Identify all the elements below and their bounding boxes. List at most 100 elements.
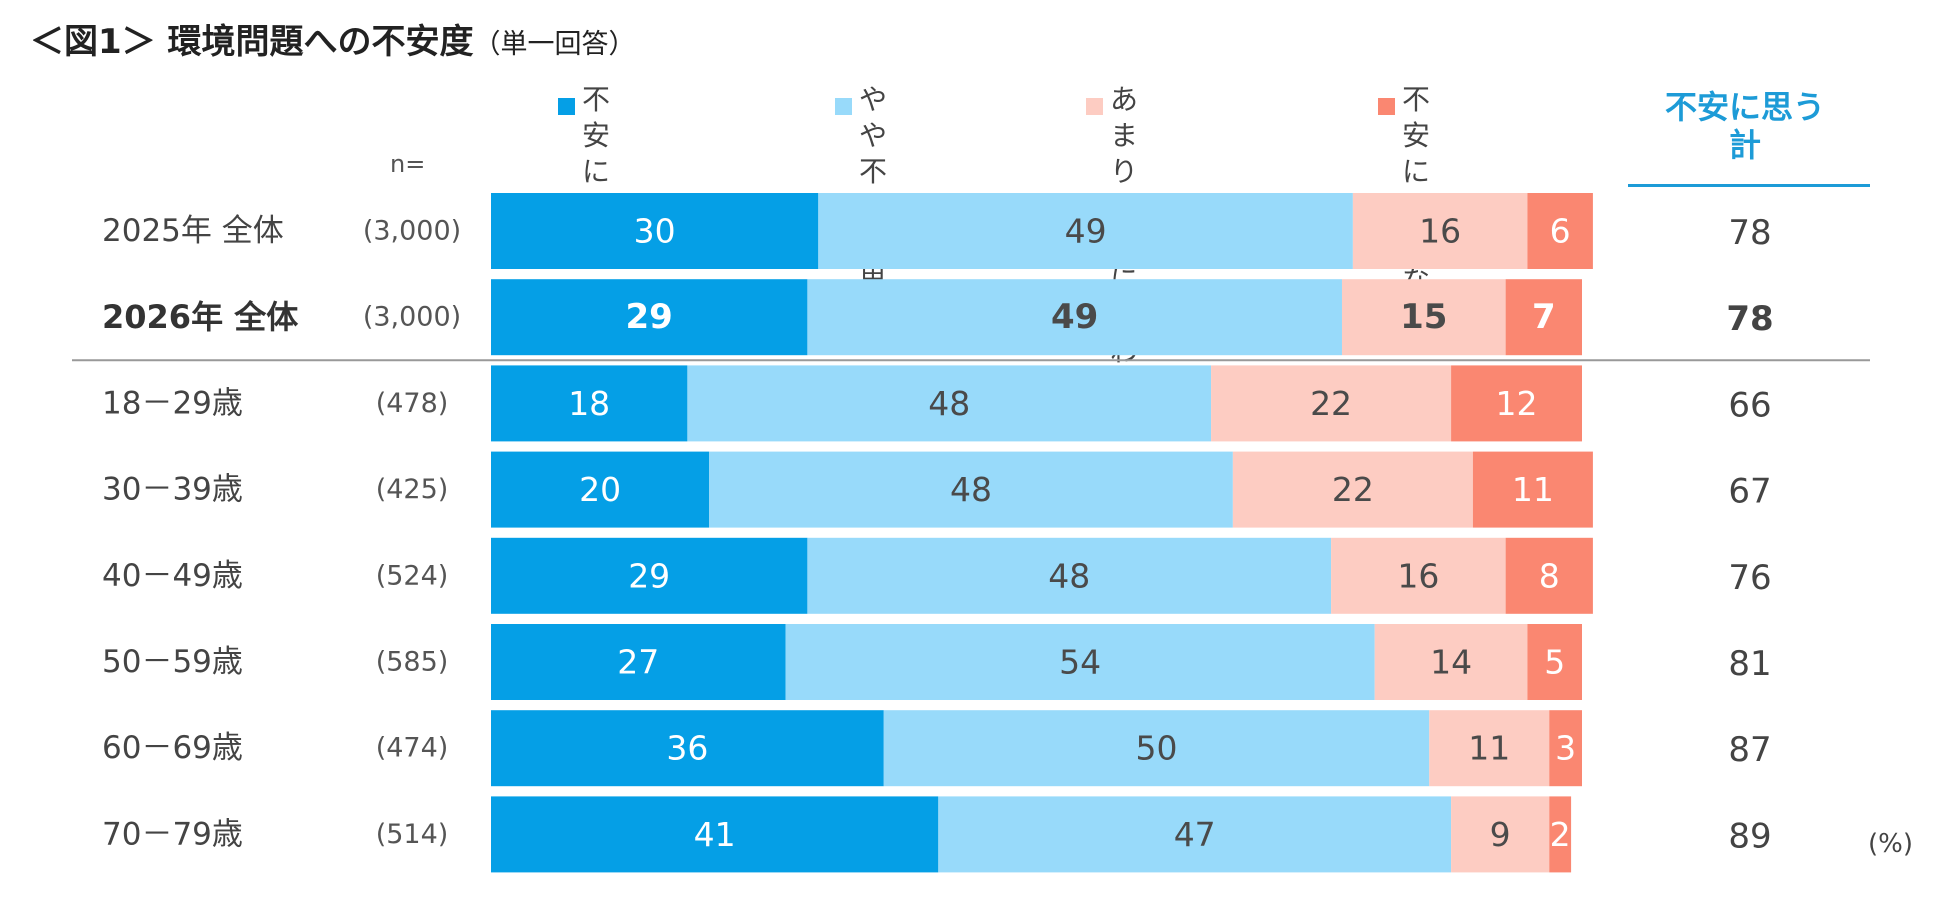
total-value: 76	[1728, 558, 1771, 598]
bar-segment	[938, 796, 1452, 873]
data-label: 48	[1048, 556, 1090, 595]
chart-title-main: ＜図1＞ 環境問題への不安度	[30, 22, 474, 62]
category-label: 30－39歳	[102, 472, 243, 508]
bar-segment	[1232, 451, 1473, 528]
category-label: 60－69歳	[102, 730, 243, 766]
data-label: 20	[579, 470, 621, 509]
data-label: 47	[1174, 815, 1216, 854]
n-label: n=	[390, 150, 426, 178]
n-value: (3,000)	[363, 302, 461, 333]
data-label: 22	[1332, 470, 1374, 509]
n-value: (425)	[376, 474, 449, 505]
unit-label: (%)	[1868, 829, 1913, 859]
category-label: 18－29歳	[102, 385, 243, 421]
legend-swatch-3	[1086, 98, 1103, 115]
bar-segment	[1341, 279, 1506, 356]
data-label: 22	[1310, 384, 1352, 423]
data-label: 36	[666, 729, 708, 768]
bar-segment	[491, 537, 808, 614]
bar-segment	[491, 710, 884, 787]
total-header-underline	[1628, 184, 1870, 187]
n-value: (3,000)	[363, 216, 461, 247]
total-value: 89	[1728, 816, 1771, 856]
total-header: 不安に思う 計	[1664, 88, 1825, 164]
total-value: 87	[1728, 730, 1771, 770]
bar-segment	[1505, 537, 1593, 614]
bar-segment	[1211, 365, 1452, 442]
data-label: 9	[1490, 815, 1511, 854]
category-label: 40－49歳	[102, 558, 243, 594]
legend-swatch-2	[835, 98, 852, 115]
bar-segment	[1505, 279, 1582, 356]
chart-title-sub: （単一回答）	[473, 29, 636, 60]
category-label: 50－59歳	[102, 644, 243, 680]
total-value: 66	[1728, 385, 1771, 425]
bar-segment	[491, 796, 939, 873]
bar-segment	[491, 365, 688, 442]
bar-segment	[807, 279, 1342, 356]
data-label: 49	[1051, 297, 1098, 337]
category-label: 2025年 全体	[102, 213, 284, 249]
data-label: 27	[617, 643, 659, 682]
data-label: 3	[1555, 729, 1576, 768]
bar-segment	[1374, 624, 1528, 700]
bar-segment	[807, 537, 1332, 614]
data-label: 11	[1468, 729, 1510, 768]
bar-segment	[818, 193, 1353, 269]
data-label: 15	[1400, 297, 1447, 337]
data-label: 14	[1430, 643, 1472, 682]
category-label: 2026年 全体	[102, 298, 298, 336]
n-value: (514)	[376, 819, 449, 850]
data-label: 6	[1550, 212, 1571, 251]
n-value: (474)	[376, 733, 449, 764]
data-label: 16	[1397, 556, 1439, 595]
bar-segment	[491, 193, 819, 269]
n-value: (585)	[376, 647, 449, 678]
data-label: 29	[628, 556, 670, 595]
data-label: 50	[1136, 729, 1178, 768]
data-label: 54	[1059, 643, 1101, 682]
bar-segment	[1549, 710, 1582, 787]
n-value: (524)	[376, 560, 449, 591]
data-label: 29	[626, 297, 673, 337]
data-label: 8	[1539, 556, 1560, 595]
data-label: 49	[1065, 212, 1107, 251]
chart-title: ＜図1＞ 環境問題への不安度（単一回答）	[30, 14, 636, 63]
bar-segment	[1331, 537, 1506, 614]
bar-segment	[1429, 710, 1550, 787]
data-label: 2	[1550, 815, 1571, 854]
bar-segment	[1527, 624, 1582, 700]
n-value: (478)	[376, 388, 449, 419]
legend-swatch-1	[558, 98, 575, 115]
bar-segment	[1451, 365, 1582, 442]
bar-segment	[1472, 451, 1593, 528]
legend-swatch-4	[1378, 98, 1395, 115]
bar-segment	[883, 710, 1430, 787]
bar-segment	[491, 451, 710, 528]
bar-segment	[785, 624, 1375, 700]
bar-segment	[491, 624, 786, 700]
total-value: 67	[1728, 472, 1771, 512]
bar-segment	[1451, 796, 1550, 873]
bar-segment	[491, 279, 808, 356]
bar-segment	[687, 365, 1212, 442]
total-value: 78	[1726, 299, 1773, 339]
data-label: 16	[1419, 212, 1461, 251]
bar-segment	[1352, 193, 1528, 269]
data-label: 48	[950, 470, 992, 509]
data-label: 41	[694, 815, 736, 854]
total-value: 81	[1728, 644, 1771, 684]
bar-segment	[1549, 796, 1572, 873]
data-label: 5	[1544, 643, 1565, 682]
data-label: 11	[1512, 470, 1554, 509]
category-label: 70－79歳	[102, 816, 243, 852]
data-label: 12	[1496, 384, 1538, 423]
data-label: 30	[634, 212, 676, 251]
bar-segment	[709, 451, 1233, 528]
data-label: 7	[1532, 297, 1556, 337]
bar-segment	[1527, 193, 1593, 269]
data-label: 48	[928, 384, 970, 423]
total-value: 78	[1728, 213, 1771, 253]
data-label: 18	[568, 384, 610, 423]
